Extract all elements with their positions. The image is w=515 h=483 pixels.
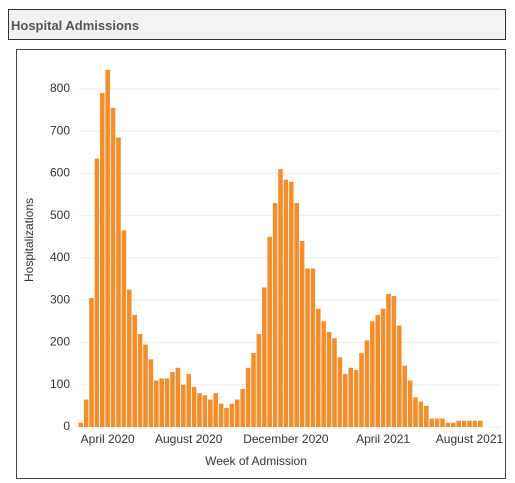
bar (299, 241, 305, 427)
x-tick-label: April 2021 (356, 432, 410, 446)
x-tick-label: December 2020 (243, 432, 329, 446)
bar (229, 403, 235, 427)
bar (148, 359, 154, 427)
bar (332, 338, 337, 427)
bar (159, 378, 164, 427)
x-tick-label: August 2021 (436, 432, 504, 446)
header: Hospital Admissions (8, 9, 506, 40)
bar (326, 331, 332, 427)
bar (208, 399, 213, 427)
bar (380, 308, 386, 427)
bar (191, 386, 197, 427)
x-axis-title: Week of Admission (205, 454, 307, 468)
bar (240, 388, 245, 427)
bar (110, 107, 116, 427)
bar (429, 418, 434, 427)
bar (89, 298, 94, 427)
bar (467, 420, 472, 427)
chart-panel (16, 49, 506, 479)
bar (121, 230, 127, 427)
y-tick-label: 700 (50, 123, 70, 137)
bar (251, 353, 256, 427)
bar (105, 69, 110, 427)
bar (386, 293, 391, 427)
bar (397, 325, 402, 427)
bar (278, 169, 283, 428)
bar (370, 321, 375, 427)
bar (78, 422, 83, 427)
bar (434, 418, 440, 427)
bar (407, 380, 413, 427)
y-tick-label: 800 (50, 81, 70, 95)
bar (283, 179, 289, 427)
y-tick-label: 300 (50, 292, 70, 306)
y-tick-label: 100 (50, 377, 70, 391)
bar (175, 367, 181, 427)
bar (116, 137, 121, 427)
bar (316, 308, 321, 427)
y-tick-label: 600 (50, 166, 70, 180)
bar (164, 378, 170, 427)
bar (348, 367, 353, 427)
bar (451, 422, 456, 427)
bar (289, 181, 294, 427)
bar (127, 289, 132, 427)
bar (310, 268, 316, 427)
bar (262, 287, 267, 427)
bar (256, 334, 262, 427)
bar (353, 369, 359, 427)
bar (364, 340, 370, 427)
bar (143, 344, 148, 427)
bar (440, 418, 445, 427)
bar (375, 314, 380, 427)
bar (245, 367, 251, 427)
bar (186, 374, 191, 427)
bar (197, 393, 202, 427)
bar (478, 420, 483, 427)
bar (267, 236, 272, 427)
y-tick-label: 400 (50, 250, 70, 264)
bar (272, 202, 278, 427)
bar (472, 420, 478, 427)
y-tick-label: 500 (50, 208, 70, 222)
bar (445, 422, 451, 427)
bar (456, 420, 461, 427)
header-title: Hospital Admissions (11, 18, 140, 33)
bar (294, 202, 299, 427)
bar (181, 384, 186, 427)
bar (424, 405, 429, 427)
bar (94, 158, 100, 427)
bar (235, 399, 240, 427)
x-tick-label: April 2020 (81, 432, 135, 446)
bar (337, 357, 343, 427)
y-tick-label: 200 (50, 335, 70, 349)
bar (418, 401, 424, 427)
bar (413, 397, 418, 427)
bar (132, 314, 137, 427)
bar (391, 295, 397, 427)
bar (343, 374, 348, 427)
bar (213, 393, 218, 427)
bar (321, 321, 326, 427)
bar (359, 353, 364, 427)
bar (154, 380, 159, 427)
bar (402, 365, 407, 427)
bar (202, 395, 208, 427)
bar (83, 399, 89, 427)
bar (170, 372, 175, 427)
bar (137, 334, 143, 427)
bar (218, 403, 224, 427)
bar (224, 407, 229, 427)
bar (305, 268, 310, 427)
bar (461, 420, 467, 427)
y-tick-label: 0 (63, 419, 70, 433)
y-axis-title: Hospitalizations (22, 198, 36, 282)
x-tick-label: August 2020 (155, 432, 223, 446)
bar (100, 93, 105, 427)
